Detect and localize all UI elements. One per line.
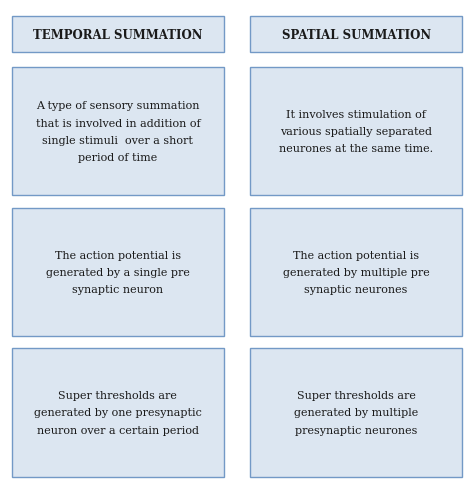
Text: Super thresholds are
generated by one presynaptic
neuron over a certain period: Super thresholds are generated by one pr… <box>34 391 202 435</box>
FancyBboxPatch shape <box>250 348 462 477</box>
Text: It involves stimulation of
various spatially separated
neurones at the same time: It involves stimulation of various spati… <box>279 110 433 154</box>
FancyBboxPatch shape <box>12 68 224 196</box>
FancyBboxPatch shape <box>250 208 462 336</box>
Text: Super thresholds are
generated by multiple
presynaptic neurones: Super thresholds are generated by multip… <box>294 391 418 435</box>
Text: A type of sensory summation
that is involved in addition of
single stimuli  over: A type of sensory summation that is invo… <box>36 101 200 163</box>
FancyBboxPatch shape <box>250 68 462 196</box>
FancyBboxPatch shape <box>12 208 224 336</box>
Text: The action potential is
generated by multiple pre
synaptic neurones: The action potential is generated by mul… <box>283 250 429 294</box>
Text: TEMPORAL SUMMATION: TEMPORAL SUMMATION <box>33 29 203 42</box>
Text: SPATIAL SUMMATION: SPATIAL SUMMATION <box>282 29 431 42</box>
FancyBboxPatch shape <box>12 17 224 53</box>
Text: The action potential is
generated by a single pre
synaptic neuron: The action potential is generated by a s… <box>46 250 190 294</box>
FancyBboxPatch shape <box>250 17 462 53</box>
FancyBboxPatch shape <box>12 348 224 477</box>
